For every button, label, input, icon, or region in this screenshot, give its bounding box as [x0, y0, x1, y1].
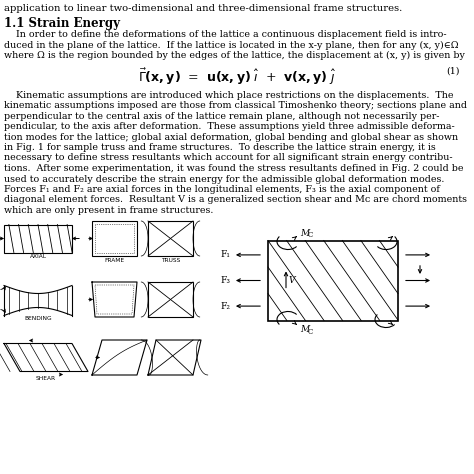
Text: application to linear two-dimensional and three-dimensional frame structures.: application to linear two-dimensional an… — [4, 4, 402, 13]
Text: used to accurately describe the strain energy for the admissible global deformat: used to accurately describe the strain e… — [4, 174, 444, 183]
Text: duced in the plane of the lattice.  If the lattice is located in the x-y plane, : duced in the plane of the lattice. If th… — [4, 40, 459, 50]
Text: which are only present in frame structures.: which are only present in frame structur… — [4, 206, 213, 215]
Text: In order to define the deformations of the lattice a continuous displacement fie: In order to define the deformations of t… — [4, 30, 447, 39]
Text: TRUSS: TRUSS — [161, 258, 180, 263]
Text: (1): (1) — [447, 66, 460, 75]
Bar — [268, 240, 398, 320]
Text: tions.  After some experimentation, it was found the stress resultants defined i: tions. After some experimentation, it wa… — [4, 164, 464, 173]
Text: FRAME: FRAME — [104, 258, 125, 263]
Text: M: M — [300, 228, 309, 237]
Bar — [95, 224, 134, 253]
Text: kinematic assumptions imposed are those from classical Timoshenko theory; sectio: kinematic assumptions imposed are those … — [4, 101, 467, 110]
Text: tion modes for the lattice; global axial deformation, global bending and global : tion modes for the lattice; global axial… — [4, 133, 458, 142]
Text: diagonal element forces.  Resultant V is a generalized section shear and Mᴄ are : diagonal element forces. Resultant V is … — [4, 195, 467, 204]
Text: F₃: F₃ — [220, 276, 230, 285]
Text: Forces F₁ and F₂ are axial forces in the longitudinal elements, F₃ is the axial : Forces F₁ and F₂ are axial forces in the… — [4, 185, 440, 194]
Bar — [148, 221, 193, 256]
Text: F₁: F₁ — [220, 250, 230, 259]
Text: F₂: F₂ — [220, 301, 230, 310]
Text: BENDING: BENDING — [24, 317, 52, 321]
Text: SHEAR: SHEAR — [36, 376, 56, 382]
Text: V: V — [289, 276, 295, 285]
Text: AXIAL: AXIAL — [29, 255, 46, 259]
Text: Kinematic assumptions are introduced which place restrictions on the displacemen: Kinematic assumptions are introduced whi… — [4, 91, 454, 100]
Text: C: C — [308, 328, 313, 336]
Text: where Ω is the region bounded by the edges of the lattice, the displacement at (: where Ω is the region bounded by the edg… — [4, 51, 465, 60]
Text: $\vec{\Gamma}$$\bf{(x, y)}$  =  $\bf{u(x, y)}$ $\hat{\imath}$  +  $\bf{v(x, y)}$: $\vec{\Gamma}$$\bf{(x, y)}$ = $\bf{u(x, … — [138, 66, 336, 87]
Bar — [148, 282, 193, 317]
Text: C: C — [308, 230, 313, 238]
Text: perpendicular to the central axis of the lattice remain plane, although not nece: perpendicular to the central axis of the… — [4, 111, 439, 120]
Text: in Fig. 1 for sample truss and frame structures.  To describe the lattice strain: in Fig. 1 for sample truss and frame str… — [4, 143, 436, 152]
Bar — [4, 225, 72, 253]
Text: necessary to define stress resultants which account for all significant strain e: necessary to define stress resultants wh… — [4, 154, 453, 163]
Text: M: M — [300, 326, 309, 335]
Text: 1.1 Strain Energy: 1.1 Strain Energy — [4, 17, 120, 30]
Text: pendicular, to the axis after deformation.  These assumptions yield three admiss: pendicular, to the axis after deformatio… — [4, 122, 455, 131]
Bar — [92, 221, 137, 256]
